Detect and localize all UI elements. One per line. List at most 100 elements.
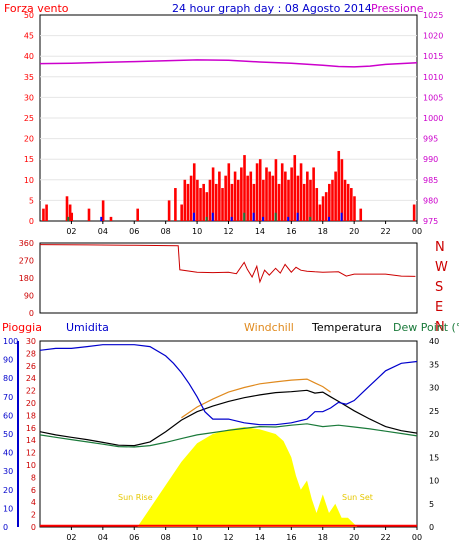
wind-bar — [211, 167, 215, 221]
compass-label: E — [435, 300, 443, 315]
gust-bar — [328, 216, 331, 221]
wind-bar — [45, 204, 48, 221]
wind-bar — [350, 188, 353, 221]
wind-time-tick-label: 12 — [223, 227, 233, 236]
wind-bar — [196, 179, 199, 221]
wind-bar — [271, 175, 275, 221]
gust-bars — [67, 212, 343, 221]
sunset-annotation: Sun Set — [342, 493, 373, 502]
pressure-tick-label: 975 — [423, 217, 438, 226]
wind-time-tick-label: 10 — [192, 227, 202, 236]
humidity-axis-label: Umidita — [66, 321, 109, 334]
wind-bar — [101, 200, 105, 221]
wind-bar — [230, 183, 234, 221]
wind-bar — [312, 167, 315, 221]
wind-bar — [277, 183, 281, 221]
wind-bar — [306, 171, 309, 221]
wind-bar — [189, 175, 193, 221]
gust-bar — [252, 212, 255, 221]
compass-label: W — [435, 260, 448, 275]
wind-bar — [321, 196, 325, 221]
wind-bar — [236, 179, 240, 221]
pressure-tick-label: 985 — [423, 176, 438, 185]
temperature-time-tick-label: 20 — [349, 533, 359, 542]
wind-tick-label: 30 — [24, 93, 34, 102]
wind-tick-label: 5 — [29, 196, 34, 205]
temperature-time-tick-label: 06 — [129, 533, 139, 542]
humidity-tick-label: 30 — [3, 467, 13, 476]
humidity-tick-label: 70 — [3, 393, 13, 402]
wind-tick-label: 20 — [24, 135, 34, 144]
wind-bar — [274, 159, 278, 221]
wind-bar — [287, 179, 290, 221]
rain-tick-label: 16 — [26, 424, 36, 433]
pressure-tick-label: 995 — [423, 135, 438, 144]
temperature-time-tick-label: 22 — [380, 533, 390, 542]
wind-time-tick-label: 14 — [255, 227, 265, 236]
temperature-time-ticks: 02 04 06 08 10 12 14 16 18 20 22 00 — [66, 527, 422, 542]
wind-bar — [334, 171, 337, 221]
wind-axis-label: Forza vento — [4, 2, 69, 15]
pressure-line — [39, 59, 418, 68]
gust-bar — [296, 212, 299, 221]
wind-bar — [315, 188, 319, 221]
wind-bar — [202, 183, 205, 221]
wind-bar — [318, 204, 322, 221]
wind-bar — [87, 208, 91, 221]
wind-bar — [180, 204, 183, 221]
rain-tick-label: 24 — [26, 374, 36, 383]
wind-bar — [255, 163, 259, 221]
pressure-tick-label: 1005 — [423, 93, 443, 102]
wind-time-tick-label: 00 — [412, 227, 422, 236]
humidity-tick-label: 20 — [3, 486, 13, 495]
wind-bar — [290, 167, 293, 221]
wind-bar — [174, 188, 177, 221]
dewpoint-line — [39, 423, 418, 448]
humidity-tick-label: 0 — [3, 523, 8, 532]
wind-bar — [199, 188, 202, 221]
wind-bar — [227, 163, 231, 221]
pressure-tick-label: 1020 — [423, 32, 443, 41]
temperature-time-tick-label: 02 — [66, 533, 76, 542]
direction-tick-label: 270 — [19, 257, 34, 266]
wind-bar — [359, 208, 363, 221]
rain-tick-label: 6 — [31, 486, 36, 495]
gust-bar — [67, 216, 70, 221]
humidity-tick-label: 10 — [3, 504, 13, 513]
gust-bar — [287, 216, 290, 221]
wind-bar — [208, 179, 212, 221]
graph-title: 24 hour graph day : 08 Agosto 2014 — [172, 2, 372, 15]
wind-time-tick-label: 22 — [380, 227, 390, 236]
wind-bar — [299, 163, 303, 221]
humidity-tick-label: 60 — [3, 411, 13, 420]
wind-bar — [293, 155, 297, 221]
wind-bar — [70, 212, 74, 221]
wind-bar — [284, 171, 287, 221]
pressure-tick-label: 1025 — [423, 11, 443, 20]
temperature-line — [39, 389, 418, 447]
temperature-tick-label: 35 — [429, 360, 439, 369]
wind-bar — [240, 167, 243, 221]
wind-bar — [343, 179, 347, 221]
pressure-tick-label: 1000 — [423, 114, 443, 123]
gust-bar — [262, 216, 265, 221]
wind-time-tick-label: 02 — [66, 227, 76, 236]
wind-bar — [218, 171, 221, 221]
direction-tick-label: 90 — [24, 292, 34, 301]
temperature-tick-label: 5 — [429, 500, 434, 509]
temperature-tick-label: 10 — [429, 477, 439, 486]
gust-bar — [243, 212, 246, 221]
compass-label: N — [435, 320, 445, 335]
temperature-tick-label: 20 — [429, 430, 439, 439]
rain-tick-label: 8 — [31, 473, 36, 482]
wind-bar — [328, 183, 331, 221]
temperature-time-tick-label: 16 — [286, 533, 296, 542]
direction-panel-frame — [39, 242, 418, 314]
temperature-legend: Temperatura — [311, 321, 382, 334]
wind-bar — [340, 159, 344, 221]
temperature-time-tick-label: 10 — [192, 533, 202, 542]
windchill-legend: Windchill — [244, 321, 294, 334]
dewpoint-legend: Dew Point (°C — [393, 321, 459, 334]
